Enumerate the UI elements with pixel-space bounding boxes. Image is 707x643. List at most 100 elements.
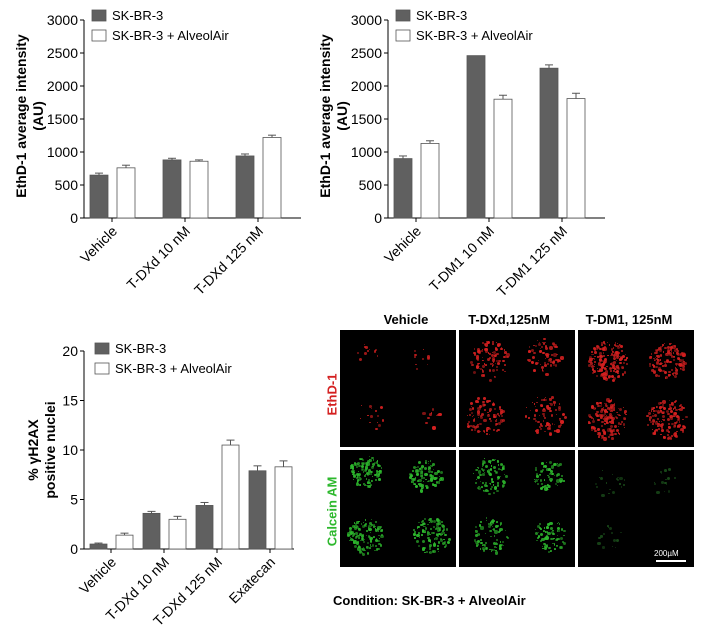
cell-speck bbox=[658, 349, 663, 353]
cell-speck bbox=[555, 538, 559, 541]
cell-speck bbox=[557, 537, 560, 541]
cell-speck bbox=[549, 521, 553, 526]
cell-speck bbox=[484, 533, 486, 535]
cell-speck bbox=[370, 544, 372, 546]
cell-speck bbox=[350, 531, 354, 535]
cell-speck bbox=[677, 350, 679, 352]
cell-speck bbox=[544, 417, 546, 419]
cell-speck bbox=[435, 518, 440, 522]
cell-speck bbox=[544, 362, 547, 365]
cell-speck bbox=[545, 461, 548, 464]
bar bbox=[168, 518, 187, 550]
micrograph-ethd1-tdm1 bbox=[578, 330, 694, 447]
cell-speck bbox=[673, 432, 677, 437]
cell-speck bbox=[548, 469, 551, 471]
cell-speck bbox=[602, 352, 605, 354]
cell-speck bbox=[539, 427, 543, 431]
cell-speck bbox=[656, 349, 660, 352]
cell-speck bbox=[562, 412, 566, 416]
cell-speck bbox=[612, 545, 614, 547]
cell-speck bbox=[377, 529, 380, 532]
cell-speck bbox=[646, 414, 649, 417]
cell-speck bbox=[557, 473, 561, 477]
cell-speck bbox=[488, 399, 491, 403]
cell-speck bbox=[548, 472, 551, 476]
cell-speck bbox=[488, 492, 491, 496]
cell-speck bbox=[443, 540, 447, 544]
cell-speck bbox=[440, 534, 442, 536]
cell-speck bbox=[669, 347, 673, 351]
cell-speck bbox=[613, 376, 617, 380]
cell-speck bbox=[375, 548, 378, 551]
cell-speck bbox=[599, 414, 602, 417]
cell-speck bbox=[436, 522, 439, 525]
cell-speck bbox=[476, 540, 481, 544]
cell-speck bbox=[370, 415, 374, 418]
bar bbox=[539, 67, 559, 219]
cell-speck bbox=[679, 404, 683, 407]
cell-speck bbox=[556, 530, 559, 532]
cell-speck bbox=[534, 429, 537, 432]
cell-speck bbox=[649, 419, 652, 422]
y-axis-label-line: EthD-1 average intensity bbox=[317, 34, 333, 198]
cell-speck bbox=[412, 465, 416, 469]
cell-speck bbox=[366, 542, 370, 545]
cell-speck bbox=[681, 368, 685, 372]
cell-speck bbox=[489, 535, 492, 538]
cell-speck bbox=[494, 347, 498, 351]
cell-speck bbox=[371, 462, 376, 466]
cell-speck bbox=[424, 551, 427, 554]
cell-speck bbox=[611, 436, 615, 440]
cell-speck bbox=[539, 528, 542, 531]
cell-speck bbox=[613, 352, 618, 356]
cell-speck bbox=[539, 415, 541, 417]
cell-speck bbox=[666, 353, 668, 355]
bar bbox=[274, 466, 293, 550]
cell-speck bbox=[436, 545, 439, 548]
cell-speck bbox=[617, 367, 620, 369]
cell-speck bbox=[673, 356, 675, 358]
cell-speck bbox=[415, 485, 419, 489]
cell-speck bbox=[599, 347, 602, 351]
cell-speck bbox=[659, 364, 662, 366]
bar bbox=[466, 55, 486, 219]
cell-speck bbox=[358, 520, 360, 522]
cell-speck bbox=[425, 551, 428, 554]
cell-speck bbox=[489, 378, 493, 382]
legend-label: SK-BR-3 bbox=[112, 8, 163, 23]
cell-speck bbox=[555, 544, 558, 547]
cell-speck bbox=[549, 477, 553, 482]
cell-speck bbox=[482, 543, 485, 547]
cell-speck bbox=[374, 526, 377, 528]
cell-speck bbox=[528, 346, 531, 349]
cell-speck bbox=[380, 528, 384, 532]
cell-speck bbox=[498, 421, 502, 425]
y-tick-label: 5 bbox=[70, 492, 78, 508]
cell-speck bbox=[484, 488, 488, 492]
cell-speck bbox=[664, 376, 667, 379]
cell-speck bbox=[606, 407, 610, 410]
cell-speck bbox=[669, 399, 671, 401]
cell-speck bbox=[550, 402, 554, 406]
cell-speck bbox=[676, 420, 679, 423]
cell-speck bbox=[658, 407, 662, 410]
cell-speck bbox=[608, 526, 613, 530]
micrograph-calcein-tdm1: 200µM bbox=[578, 450, 694, 567]
cell-speck bbox=[498, 415, 500, 417]
cell-speck bbox=[470, 428, 474, 432]
bar bbox=[493, 98, 513, 219]
cell-speck bbox=[535, 473, 539, 477]
bar bbox=[115, 534, 134, 550]
cell-speck bbox=[606, 365, 608, 367]
legend-swatch bbox=[94, 362, 110, 375]
cell-speck bbox=[536, 540, 538, 542]
cell-speck bbox=[651, 414, 655, 418]
cell-speck bbox=[491, 458, 494, 462]
cell-speck bbox=[478, 367, 480, 369]
cell-speck bbox=[499, 522, 503, 525]
cell-speck bbox=[620, 365, 624, 370]
cell-speck bbox=[414, 353, 417, 356]
cell-speck bbox=[534, 408, 539, 413]
cell-speck bbox=[496, 547, 498, 549]
column-title-tdm1: T-DM1, 125nM bbox=[585, 312, 673, 327]
